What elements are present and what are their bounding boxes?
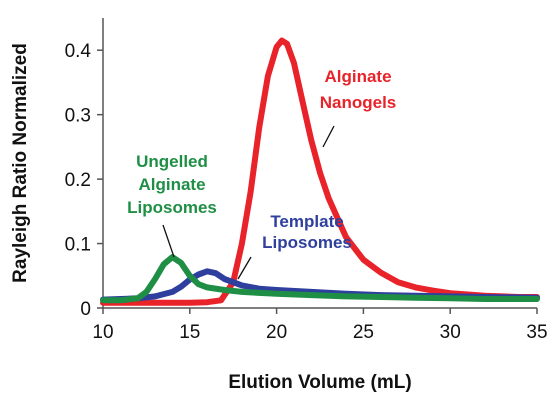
annotation-ungelled: Ungelled Alginate Liposomes: [127, 152, 217, 258]
annotation-text: Ungelled: [136, 152, 208, 171]
annotation-text: Alginate: [138, 175, 205, 194]
series-line-alginate-nanogels: [100, 37, 540, 306]
annotation-leader-line: [322, 125, 335, 148]
x-tick-label: 10: [92, 322, 113, 343]
x-tick-label: 15: [179, 322, 200, 343]
x-tick-label: 30: [440, 322, 461, 343]
x-tick-label: 25: [353, 322, 374, 343]
annotation-template: Template Liposomes: [237, 212, 352, 280]
series-line-ungelled-alginate-liposomes: [100, 254, 540, 304]
annotation-text: Nanogels: [320, 93, 397, 112]
x-tick-label: 35: [526, 322, 547, 343]
annotation-text: Liposomes: [262, 233, 352, 252]
x-tick-label: 20: [266, 322, 287, 343]
annotation-nanogels: Alginate Nanogels: [320, 67, 397, 148]
y-tick-label: 0.1: [65, 235, 91, 256]
y-tick-label: 0: [80, 299, 91, 320]
annotation-text: Alginate: [324, 67, 391, 86]
y-axis-ticks: 0 0.1 0.2 0.3 0.4: [65, 41, 103, 320]
annotation-text: Liposomes: [127, 198, 217, 217]
annotation-leader-line: [162, 224, 175, 258]
annotation-leader-line: [237, 256, 252, 280]
y-tick-label: 0.2: [65, 170, 91, 191]
y-tick-label: 0.3: [65, 106, 91, 127]
y-tick-label: 0.4: [65, 41, 92, 62]
x-axis-title: Elution Volume (mL): [228, 372, 411, 393]
annotation-text: Template: [270, 212, 343, 231]
annotations: Alginate Nanogels Ungelled Alginate Liposome…: [127, 67, 397, 280]
plot-area: [102, 18, 537, 309]
series-layer: [100, 37, 540, 306]
x-axis-ticks: 10 15 20 25 30 35: [92, 308, 548, 343]
y-axis-title: Rayleigh Ratio Normalized: [10, 43, 31, 283]
